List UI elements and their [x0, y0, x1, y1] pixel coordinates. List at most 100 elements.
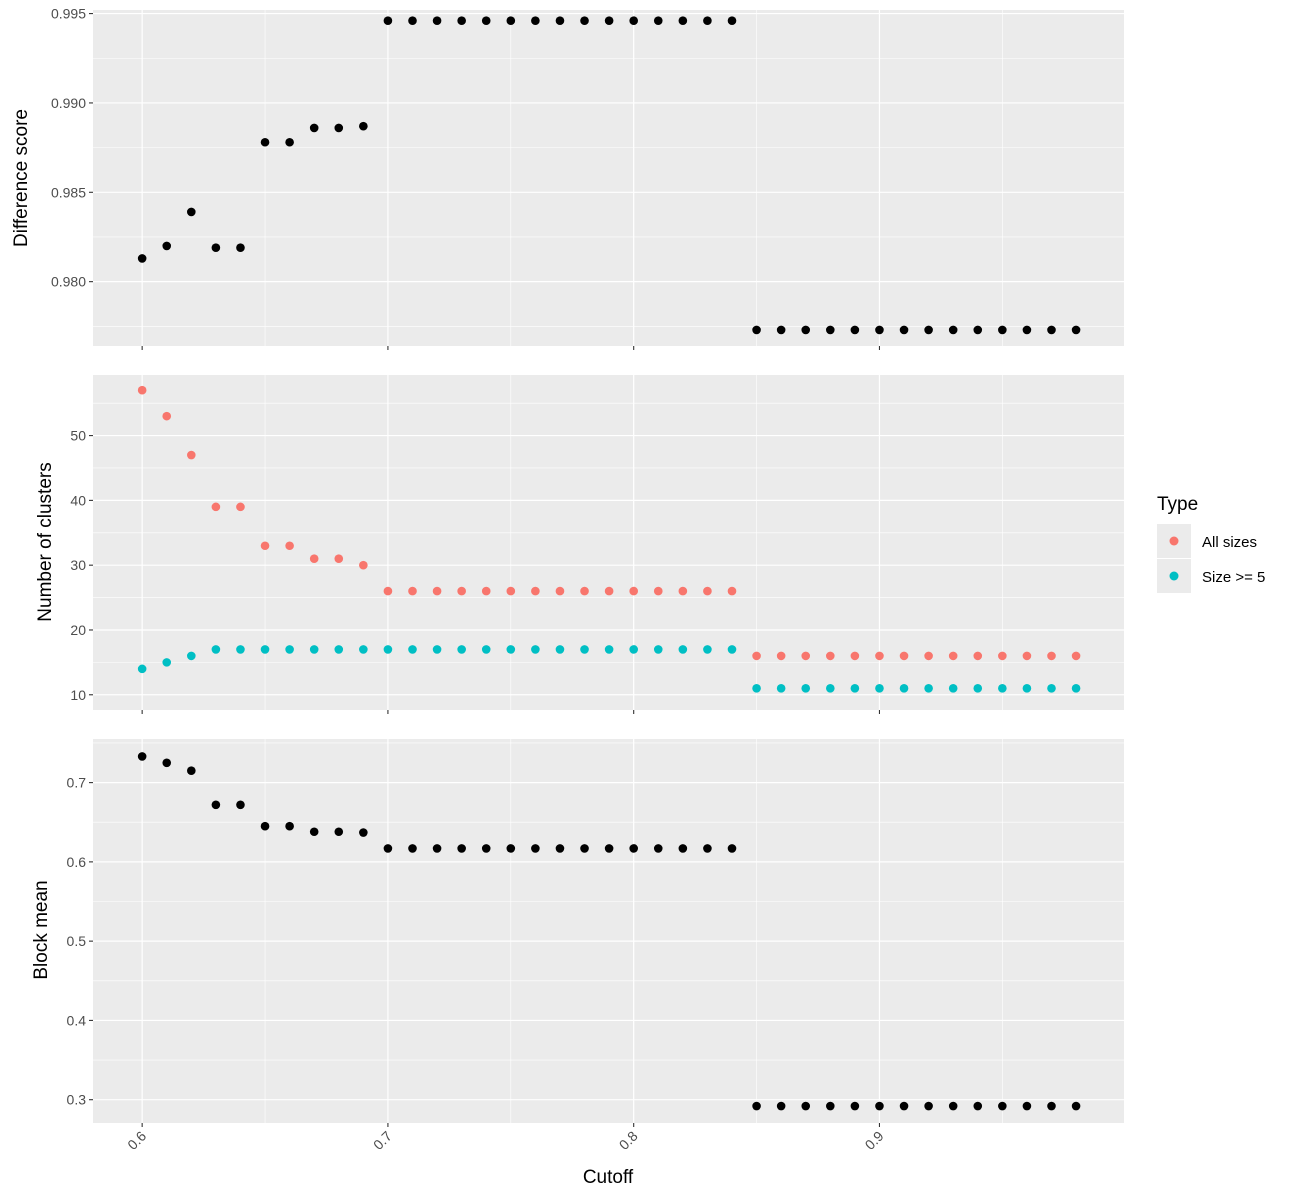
data-point — [752, 651, 761, 661]
data-point — [1071, 1101, 1081, 1111]
data-point — [826, 683, 835, 693]
data-point — [137, 254, 147, 263]
legend-key-size-ge-5 — [1169, 571, 1179, 581]
data-point — [948, 1101, 958, 1111]
data-point — [236, 645, 245, 654]
data-point — [850, 683, 860, 693]
data-point — [703, 16, 712, 26]
x-tick-label: 0.8 — [616, 1128, 641, 1153]
data-point — [776, 651, 786, 661]
data-point — [408, 16, 417, 26]
data-point — [973, 651, 983, 661]
data-point — [629, 645, 638, 654]
y-tick-label: 0.985 — [51, 184, 86, 200]
data-point — [531, 586, 540, 596]
data-point — [801, 651, 811, 661]
data-point — [1022, 651, 1032, 661]
data-point — [727, 844, 737, 853]
data-point — [383, 645, 393, 654]
data-point — [236, 502, 245, 512]
data-point — [236, 243, 245, 253]
data-point — [1022, 683, 1032, 693]
data-point — [334, 554, 344, 563]
panel-difference-score: 0.980 0.985 0.990 0.995 — [51, 6, 1124, 350]
data-point — [359, 828, 368, 837]
data-point — [481, 844, 491, 853]
data-point — [309, 827, 319, 837]
data-point — [1047, 651, 1056, 661]
data-point — [629, 586, 638, 596]
data-point — [334, 645, 344, 654]
data-point — [850, 1101, 860, 1111]
data-point — [457, 645, 466, 654]
data-point — [137, 752, 147, 761]
data-point — [752, 1101, 761, 1111]
data-point — [703, 586, 712, 596]
data-point — [506, 586, 516, 596]
data-point — [506, 16, 516, 26]
data-point — [899, 1101, 909, 1111]
legend-title: Type — [1157, 494, 1198, 515]
data-point — [653, 645, 663, 654]
data-point — [334, 123, 344, 133]
data-point — [162, 758, 172, 768]
y-axis-title-difference-score: Difference score — [11, 109, 32, 247]
data-point — [408, 645, 417, 654]
data-point — [285, 645, 294, 654]
data-point — [604, 844, 614, 853]
data-point — [187, 207, 196, 217]
data-point — [875, 325, 884, 335]
data-point — [531, 645, 540, 654]
y-tick-label: 40 — [70, 492, 86, 508]
data-point — [948, 325, 958, 335]
data-point — [162, 658, 172, 667]
data-point — [826, 651, 835, 661]
data-point — [801, 1101, 811, 1111]
data-point — [260, 645, 270, 654]
legend-label-all-sizes: All sizes — [1202, 534, 1257, 551]
y-tick-label: 0.990 — [51, 95, 86, 111]
data-point — [137, 385, 147, 395]
data-point — [826, 1101, 835, 1111]
legend-key-all-sizes — [1169, 536, 1179, 546]
data-point — [531, 16, 540, 26]
y-axis-title-number-of-clusters: Number of clusters — [35, 462, 56, 621]
data-point — [408, 586, 417, 596]
series-size-5 — [137, 645, 1081, 693]
data-point — [432, 844, 442, 853]
y-tick-label: 0.980 — [51, 274, 86, 290]
data-point — [1071, 325, 1081, 335]
data-point — [359, 121, 368, 131]
data-point — [1047, 683, 1056, 693]
data-point — [629, 16, 638, 26]
y-tick-label: 0.995 — [51, 6, 86, 22]
panel-background — [93, 739, 1124, 1123]
x-tick-label: 0.6 — [124, 1128, 149, 1153]
data-point — [1071, 651, 1081, 661]
y-tick-label: 50 — [70, 428, 86, 444]
y-tick-label: 0.3 — [67, 1092, 87, 1108]
data-point — [899, 683, 909, 693]
panel-number-of-clusters: 10 20 30 40 50 — [70, 375, 1124, 714]
legend: Type All sizes Size >= 5 — [1157, 494, 1265, 593]
data-point — [531, 844, 540, 853]
data-point — [801, 683, 811, 693]
data-point — [383, 586, 393, 596]
data-point — [162, 411, 172, 421]
data-point — [948, 651, 958, 661]
data-point — [211, 243, 221, 253]
data-point — [653, 16, 663, 26]
data-point — [580, 586, 589, 596]
data-point — [1071, 683, 1081, 693]
data-point — [801, 325, 811, 335]
data-point — [383, 16, 393, 26]
data-point — [776, 683, 786, 693]
data-point — [678, 844, 688, 853]
panel-background — [93, 10, 1124, 346]
data-point — [481, 16, 491, 26]
data-point — [703, 645, 712, 654]
data-point — [678, 586, 688, 596]
series-difference-score — [137, 16, 1081, 335]
data-point — [211, 645, 221, 654]
data-point — [334, 827, 344, 837]
